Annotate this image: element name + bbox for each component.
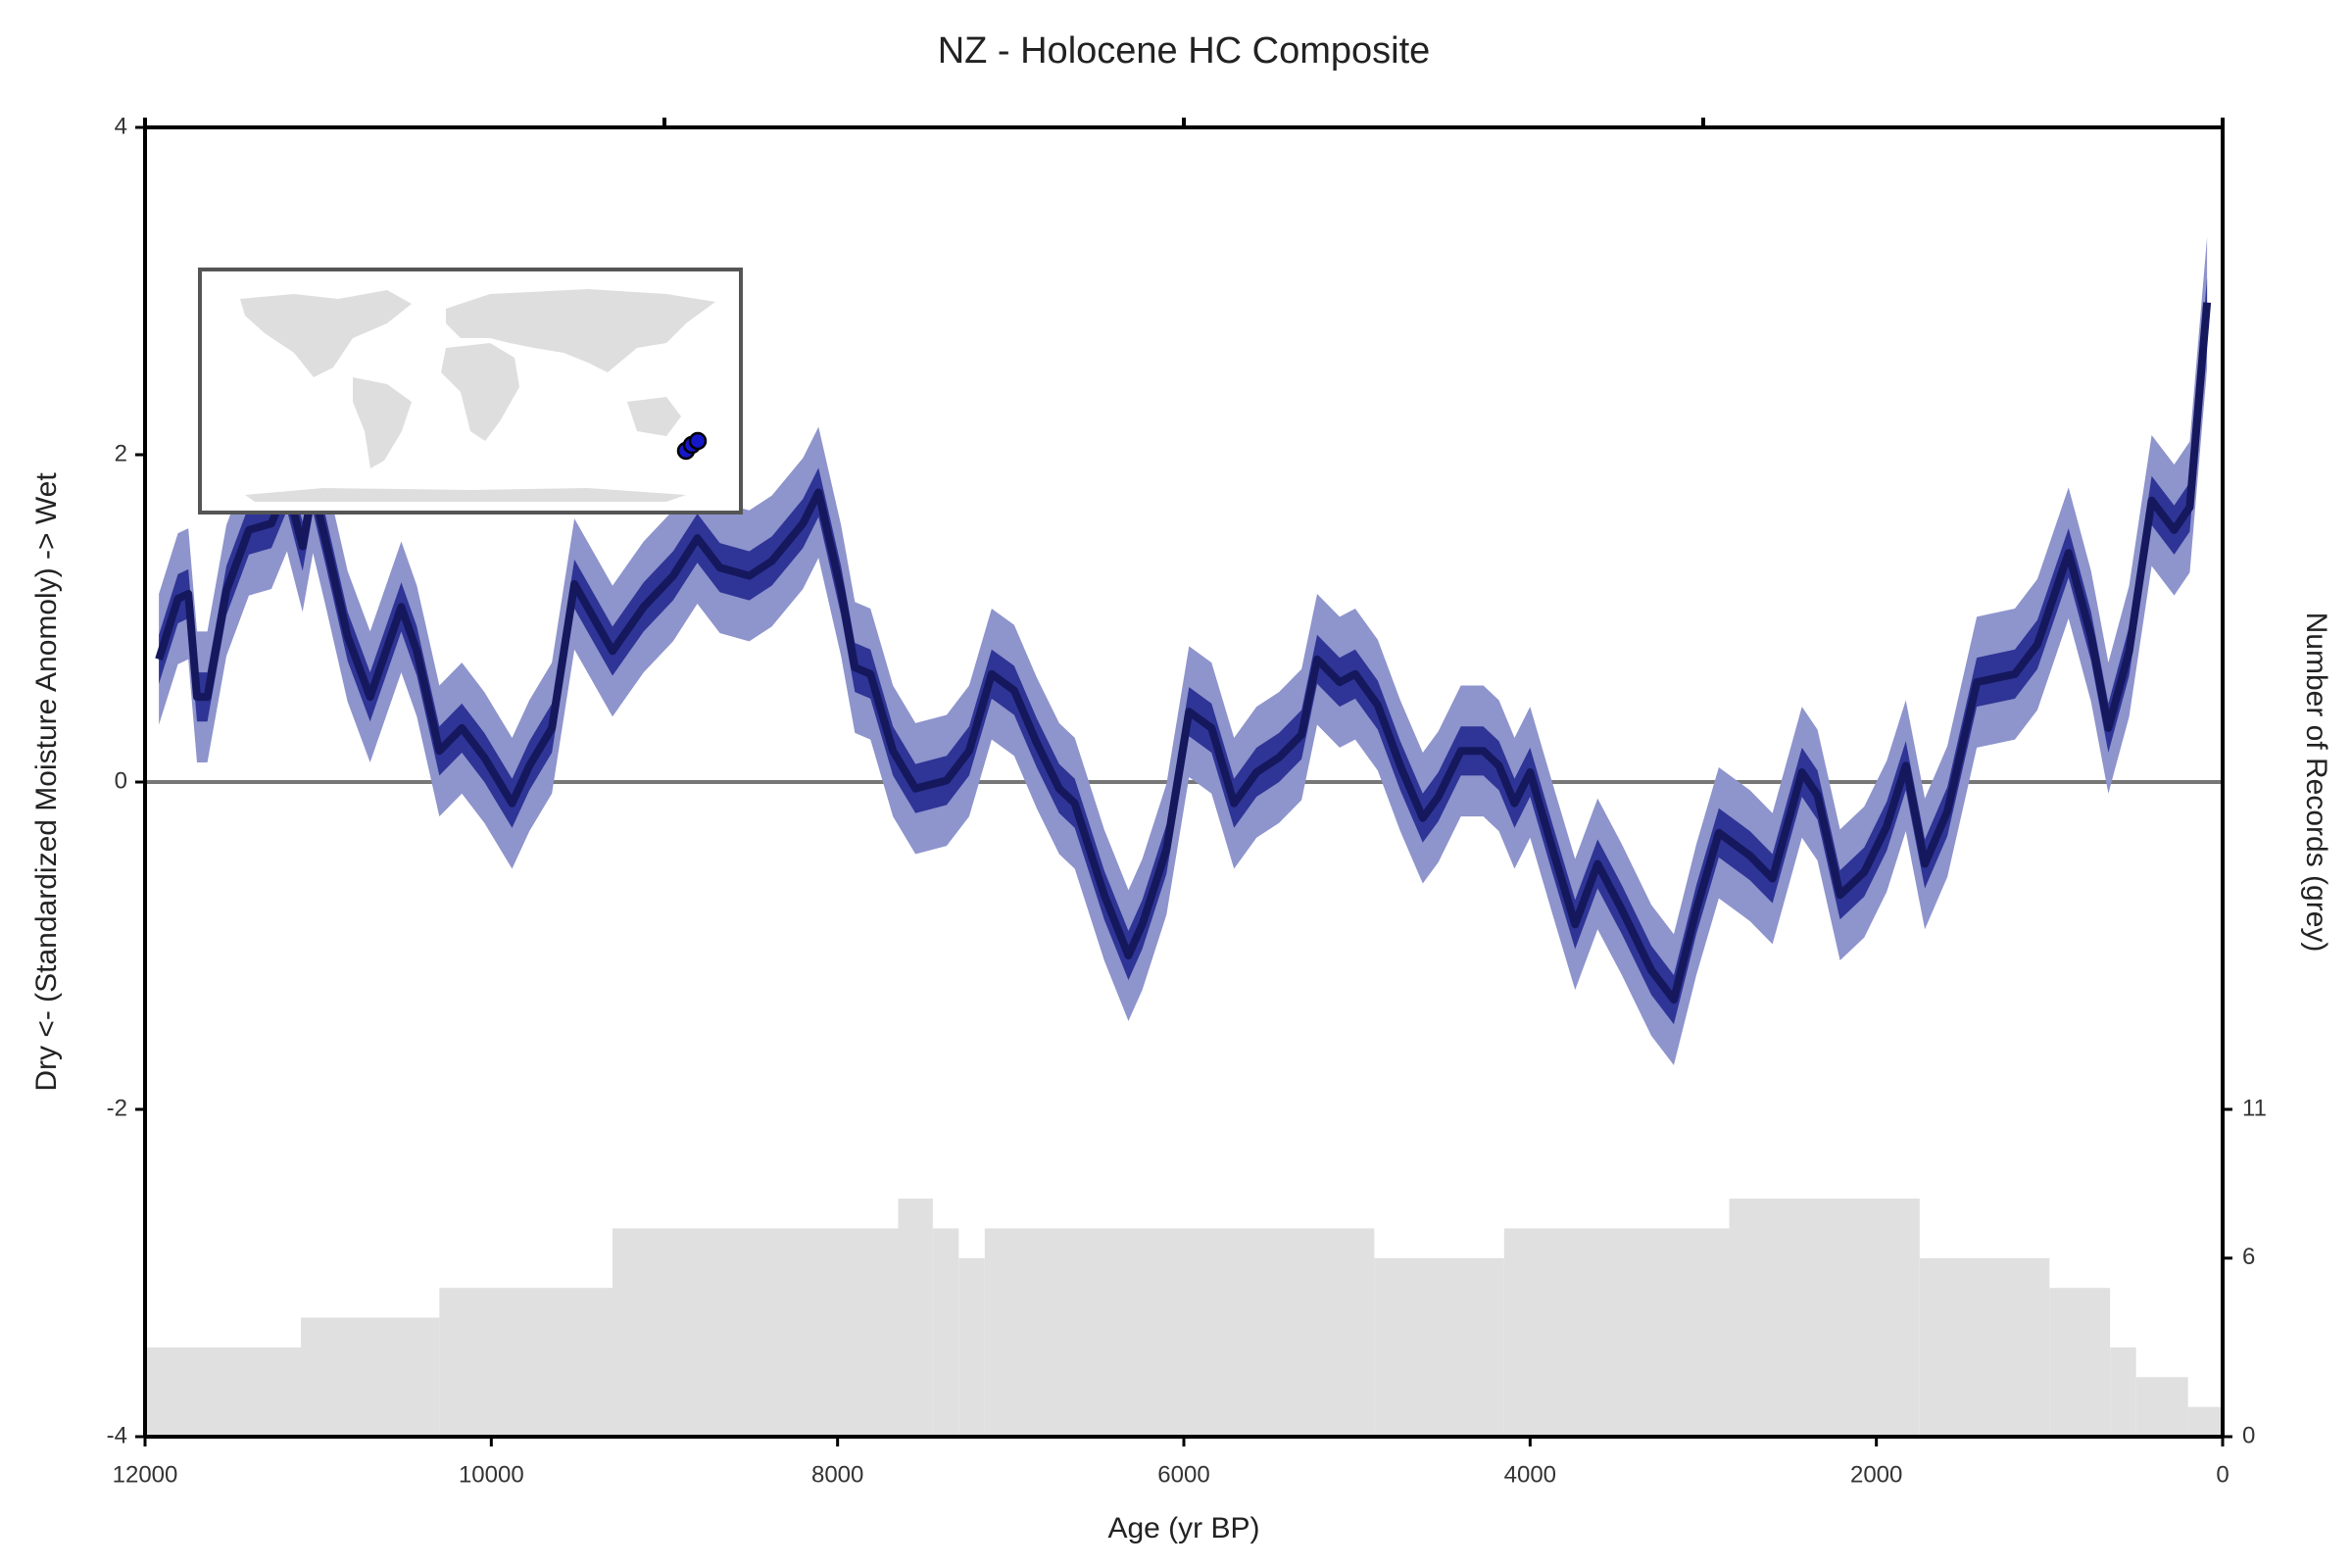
record-count-bar	[1729, 1199, 1920, 1437]
x-tick-label: 4000	[1504, 1461, 1556, 1488]
record-count-bar	[145, 1347, 301, 1437]
x-tick-label: 10000	[459, 1461, 524, 1488]
x-tick-label: 8000	[811, 1461, 863, 1488]
record-count-bar	[958, 1257, 985, 1437]
record-count-bar	[1919, 1257, 2050, 1437]
site-markers	[676, 431, 708, 461]
y-tick-label: -4	[107, 1422, 127, 1448]
inset-map	[198, 268, 743, 514]
y-tick-label: 4	[115, 113, 127, 139]
y-tick-label: -2	[107, 1095, 127, 1121]
continents	[240, 289, 715, 502]
x-tick-label: 0	[2216, 1461, 2229, 1488]
uncertainty-band	[159, 236, 2208, 1065]
record-count-bar	[301, 1317, 440, 1437]
y-tick-label: 0	[115, 767, 127, 794]
x-tick-label: 12000	[113, 1461, 178, 1488]
record-count-bar	[1374, 1257, 1504, 1437]
record-count-bar	[932, 1228, 959, 1437]
record-count-bar	[2135, 1377, 2188, 1437]
x-tick-label: 6000	[1157, 1461, 1209, 1488]
record-count-bar	[984, 1228, 1375, 1437]
record-count-bar	[2049, 1288, 2111, 1437]
y2-tick-label: 0	[2242, 1422, 2255, 1448]
chart-title: NZ - Holocene HC Composite	[938, 30, 1431, 72]
x-tick-label: 2000	[1850, 1461, 1902, 1488]
record-count-bar	[1503, 1228, 1730, 1437]
y2-tick-label: 6	[2242, 1244, 2255, 1270]
y-axis-label: Dry <- (Standardized Moisture Anomoly) -…	[30, 472, 63, 1092]
x-axis-label: Age (yr BP)	[1107, 1512, 1259, 1544]
record-count-bar	[898, 1199, 933, 1437]
record-count-bar	[439, 1288, 612, 1437]
y2-tick-label: 11	[2242, 1095, 2267, 1121]
plot-area: 12000 10000 8000 6000 4000 2000 0 -4 -2 0 2 4 0 6 11	[107, 113, 2267, 1488]
y2-axis-label: Number of Records (grey)	[2300, 612, 2332, 953]
record-count-bar	[2187, 1406, 2223, 1437]
y-tick-label: 2	[115, 440, 127, 466]
mean-line	[155, 302, 2212, 1004]
record-count-bar	[2110, 1347, 2136, 1437]
record-count-bar	[612, 1228, 899, 1437]
